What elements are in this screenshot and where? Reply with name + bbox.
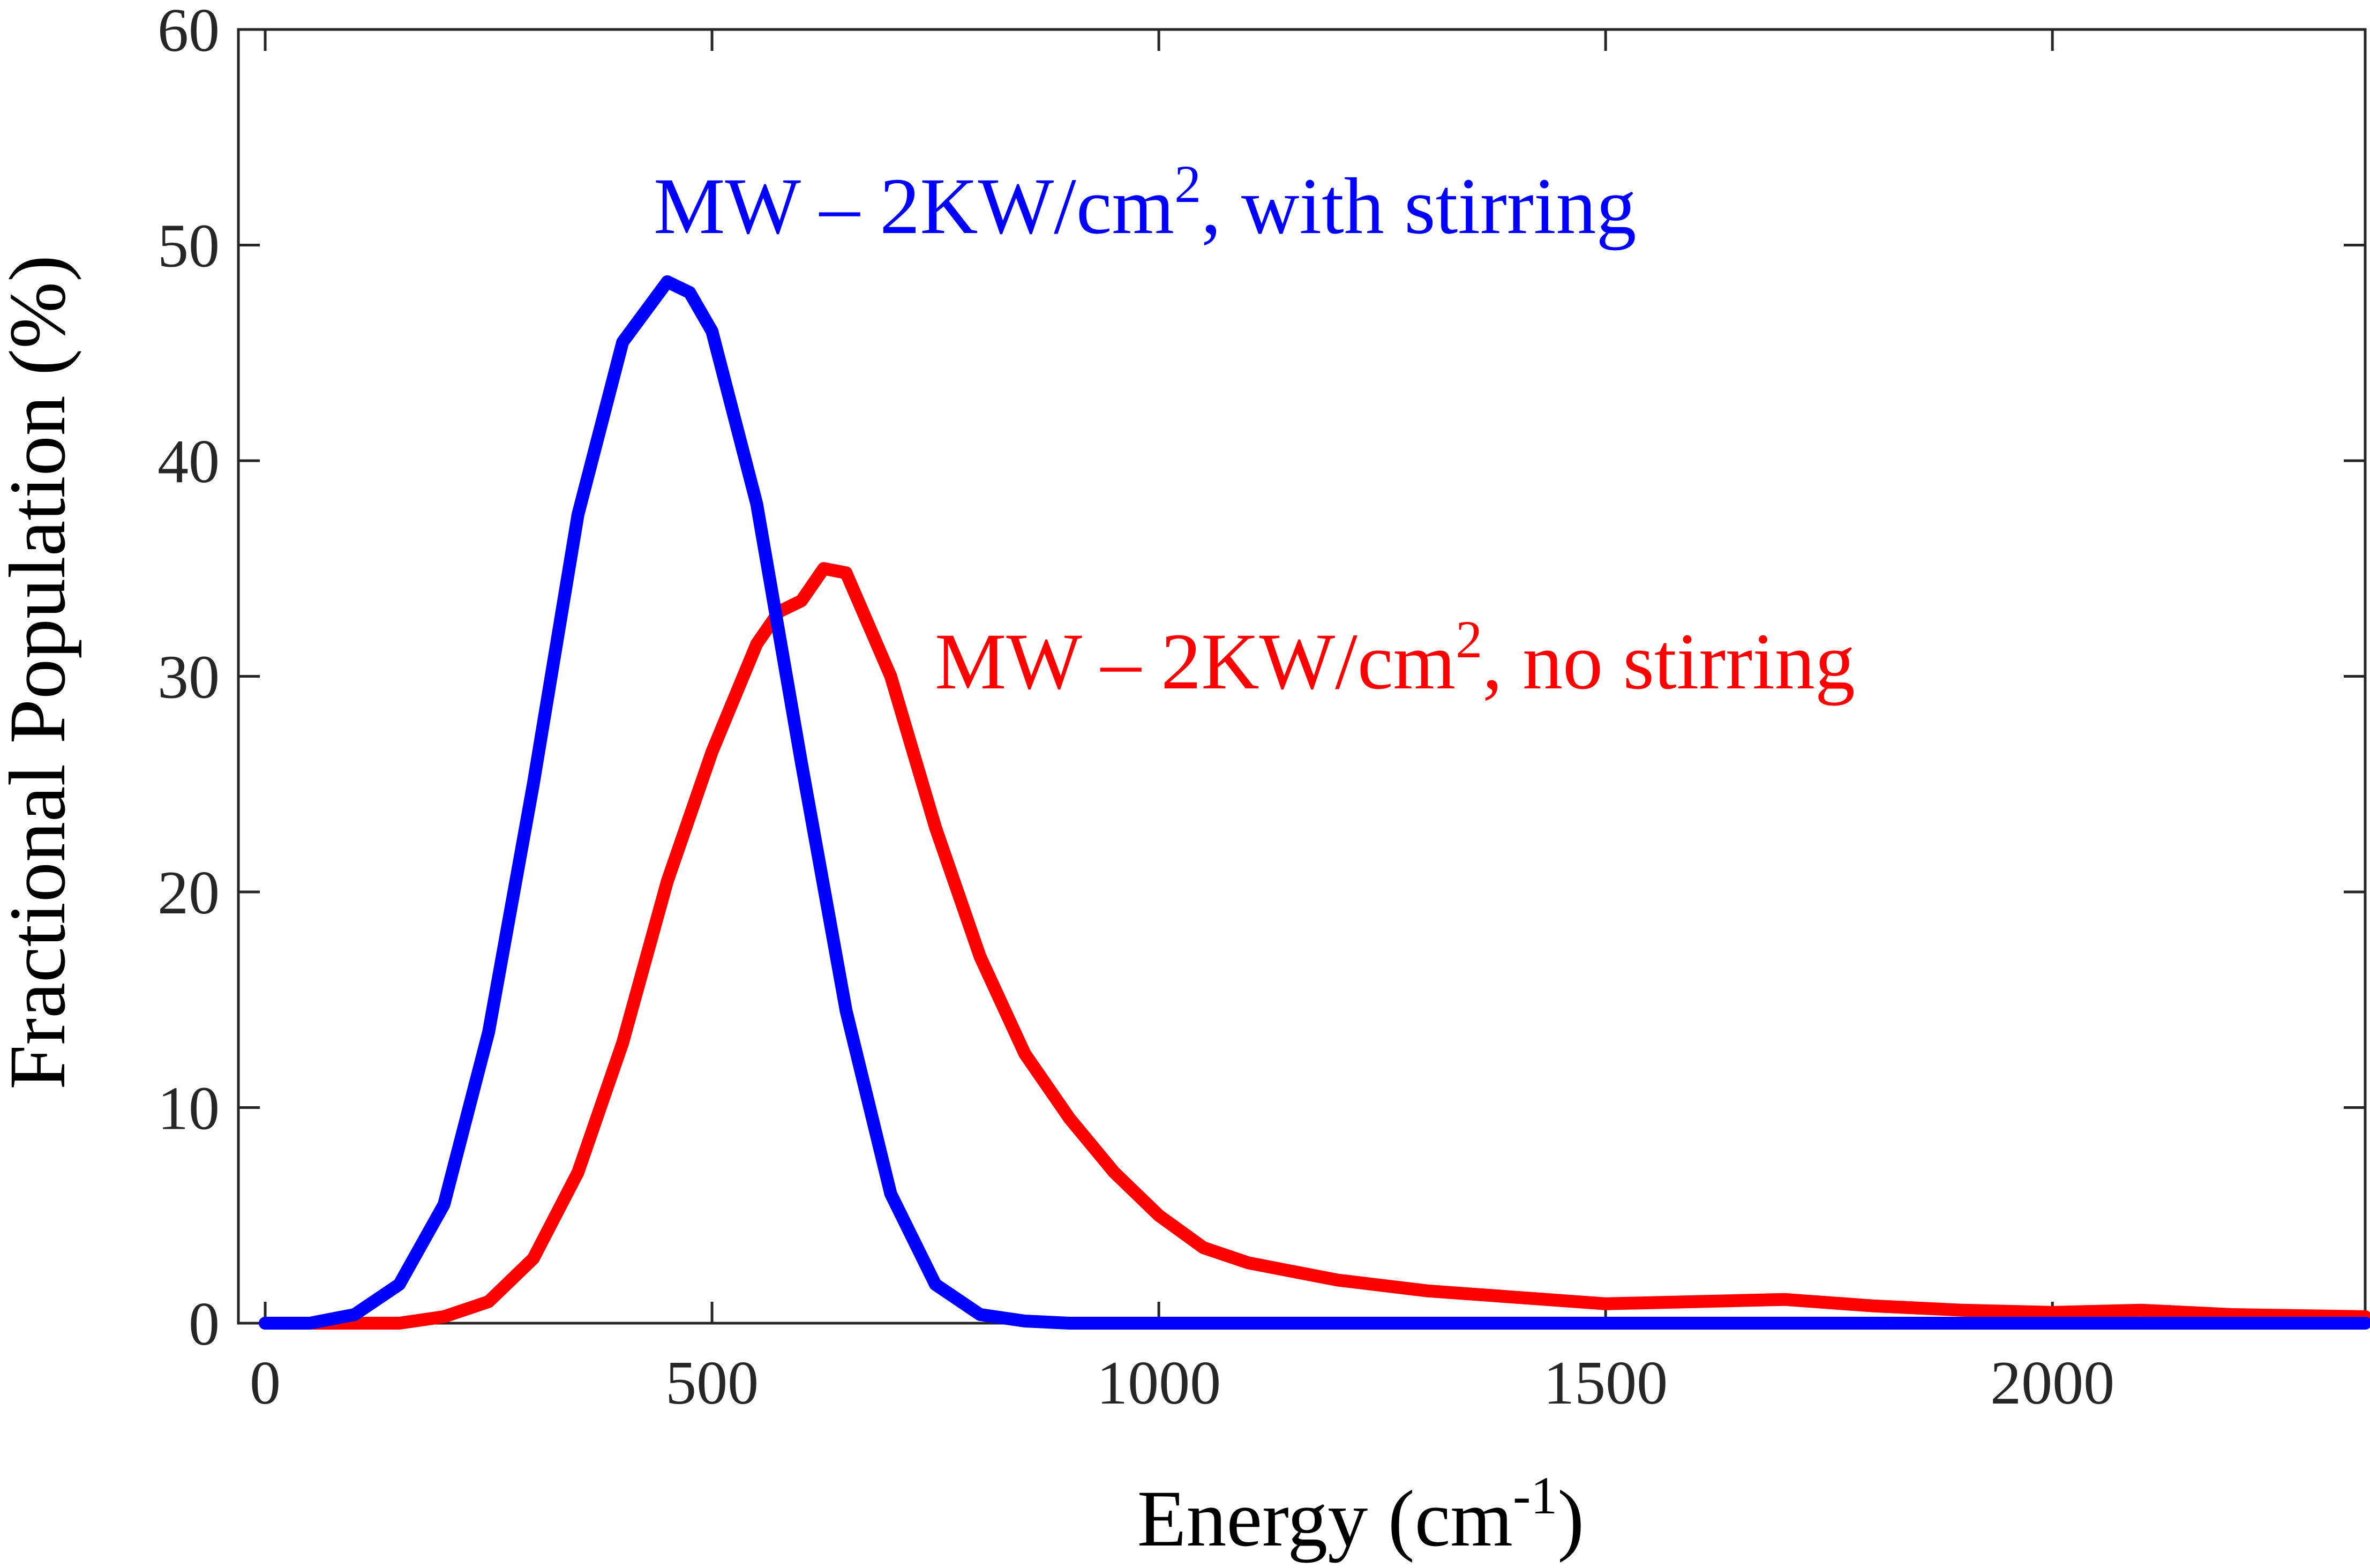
y-tick-label: 10 xyxy=(158,1075,220,1143)
y-tick-label: 20 xyxy=(158,859,220,927)
x-axis-title: Energy (cm-1) xyxy=(1137,1466,1584,1563)
y-tick-label: 50 xyxy=(158,212,220,281)
y-tick-label: 40 xyxy=(158,427,220,496)
series-line-no_stirring xyxy=(259,562,2370,1330)
y-tick-label: 60 xyxy=(158,0,220,65)
series-line-with_stirring xyxy=(259,275,2370,1330)
x-tick-label: 1500 xyxy=(1543,1349,1668,1417)
axis-ticks: 0 500 1000 1500 2000 0 10 20 30 40 50 60 xyxy=(158,0,2365,1417)
annotations: MW – 2KW/cm2, with stirring MW – 2KW/cm2,… xyxy=(654,154,1855,706)
series-layer xyxy=(259,275,2370,1330)
y-axis-title: Fractional Population (%) xyxy=(0,255,82,1090)
x-tick-label: 1000 xyxy=(1097,1349,1221,1417)
y-tick-label: 0 xyxy=(189,1290,220,1359)
annotation-no_stirring: MW – 2KW/cm2, no stirring xyxy=(935,610,1855,706)
x-tick-label: 500 xyxy=(665,1349,759,1417)
y-tick-label: 30 xyxy=(158,643,220,712)
x-tick-label: 2000 xyxy=(1990,1349,2114,1417)
x-tick-label: 0 xyxy=(250,1349,281,1417)
annotation-with_stirring: MW – 2KW/cm2, with stirring xyxy=(654,154,1637,251)
